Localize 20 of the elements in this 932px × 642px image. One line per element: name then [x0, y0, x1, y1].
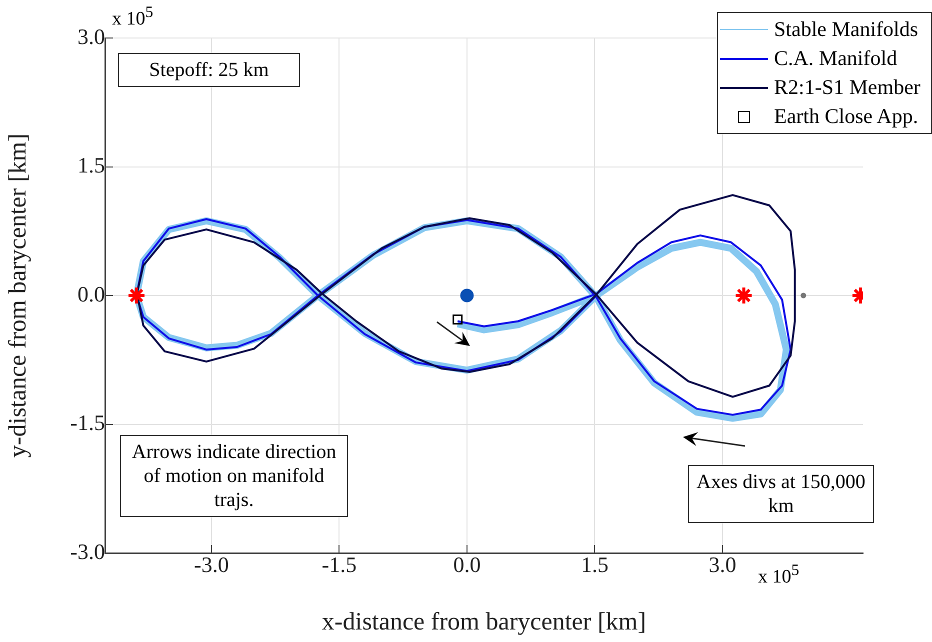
- text: x 10$^{5}$: [112, 4, 154, 30]
- annotation: Axes divs at 150,000 km: [688, 465, 874, 523]
- legend-label: Stable Manifolds: [774, 17, 918, 42]
- y-tick-label: 1.5: [78, 152, 105, 178]
- legend-label: C.A. Manifold: [774, 46, 898, 71]
- y-tick-label: 3.0: [78, 24, 105, 49]
- y-tick-label: -1.5: [70, 410, 105, 436]
- x-tick-label: 0.0: [453, 552, 481, 577]
- legend-label: R2:1-S1 Member: [774, 75, 920, 100]
- legend-label: Earth Close App.: [774, 104, 918, 129]
- annotation: Arrows indicate direction of motion on manifold trajs.: [120, 435, 348, 517]
- x-tick-label: -1.5: [322, 552, 357, 577]
- x-axis-title: x-distance from barycenter [km]: [322, 608, 646, 636]
- y-tick-label: 0.0: [78, 281, 105, 306]
- x-tick-label: -3.0: [194, 552, 229, 577]
- text: x 10$^{5}$: [758, 562, 800, 588]
- x-tick-label: 3.0: [708, 552, 736, 577]
- x-tick-label: 1.5: [580, 552, 608, 577]
- y-axis-title: y-distance from barycenter [km]: [4, 133, 32, 458]
- annotation: Stepoff: 25 km: [118, 53, 300, 87]
